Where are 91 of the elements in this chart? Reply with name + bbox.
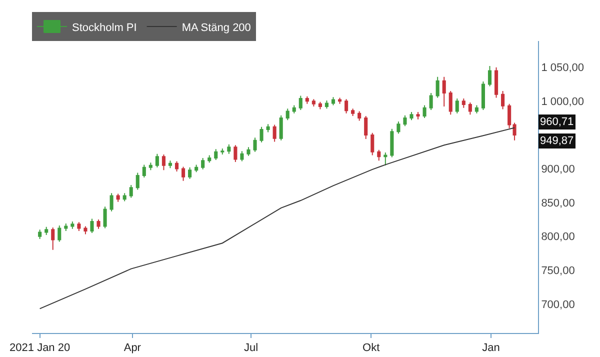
- candlestick: [162, 154, 166, 171]
- candlestick: [240, 150, 244, 162]
- candlestick: [279, 114, 283, 141]
- candlestick: [58, 225, 62, 242]
- candlestick: [312, 98, 316, 108]
- candlestick: [227, 144, 231, 154]
- candlestick: [501, 90, 505, 110]
- candlestick: [410, 111, 414, 121]
- candlestick: [136, 172, 140, 190]
- candlestick: [116, 193, 120, 202]
- candlestick: [64, 223, 68, 232]
- candlestick: [51, 227, 55, 250]
- candlestick: [462, 98, 466, 108]
- candlestick: [292, 104, 296, 114]
- candlestick: [168, 160, 172, 169]
- candlestick: [70, 220, 74, 230]
- candlestick: [44, 226, 48, 236]
- y-tick-label: 900,00: [541, 164, 575, 176]
- candlestick: [324, 100, 329, 110]
- candlestick: [194, 164, 198, 173]
- candlestick: [318, 101, 322, 110]
- x-tick-label: Jan: [482, 342, 500, 354]
- candlestick: [351, 108, 355, 117]
- candlestick: [182, 166, 186, 182]
- annotation: 949,87: [540, 135, 574, 147]
- candlestick: [103, 206, 107, 229]
- candlestick: [384, 152, 388, 166]
- y-tick-label: 1 000,00: [541, 96, 584, 108]
- candlestick: [129, 184, 133, 198]
- candlestick: [364, 116, 368, 140]
- candlestick: [468, 102, 472, 116]
- candlestick: [96, 218, 100, 230]
- y-tick-label: 700,00: [541, 298, 575, 311]
- x-tick-label: 2021 Jan 20: [10, 342, 70, 354]
- candlestick: [84, 226, 88, 235]
- candlestick: [512, 122, 516, 141]
- line-series: [39, 127, 516, 310]
- candlestick: [358, 110, 362, 122]
- candlestick: [331, 96, 336, 106]
- candlestick: [220, 148, 224, 156]
- candlestick: [174, 160, 179, 172]
- y-tick-label: 750,00: [541, 264, 575, 277]
- candlestick: [201, 157, 205, 170]
- candlestick: [481, 81, 485, 110]
- x-tick-label: Jul: [244, 342, 258, 354]
- candlestick: [436, 76, 440, 98]
- candlestick: [494, 66, 498, 98]
- candlestick: [396, 120, 400, 134]
- candlestick: [90, 218, 94, 234]
- y-tick-label: 800,00: [541, 231, 575, 244]
- candlestick: [214, 148, 218, 160]
- annotation: 960,71: [540, 116, 574, 128]
- legend-label: Stockholm PI: [72, 22, 137, 34]
- x-tick-label: Apr: [124, 342, 142, 354]
- candlestick: [442, 76, 446, 108]
- candlestick: [448, 90, 452, 116]
- candlestick: [305, 96, 309, 104]
- y-tick-label: 1 050,00: [541, 62, 584, 74]
- candlestick: [422, 104, 426, 119]
- candlestick: [246, 146, 250, 156]
- candlestick: [403, 114, 407, 127]
- candlestick: [338, 97, 342, 104]
- candlestick: [188, 166, 192, 180]
- candlestick: [148, 162, 152, 171]
- candlestick: [155, 153, 159, 168]
- candlestick: [474, 104, 478, 114]
- y-tick-label: 850,00: [541, 197, 575, 210]
- candlestick: [208, 154, 212, 164]
- candlestick: [344, 98, 348, 114]
- candlestick: [455, 98, 459, 114]
- legend-label: MA Stäng 200: [182, 22, 251, 34]
- candlestick: [286, 108, 290, 121]
- candlestick: [110, 192, 114, 212]
- candlestick: [298, 95, 302, 110]
- candlestick: [429, 92, 433, 110]
- x-tick-label: Okt: [362, 342, 380, 354]
- candlestick: [272, 124, 276, 142]
- candlestick: [142, 164, 146, 178]
- candlestick: [370, 132, 374, 156]
- candlestick: [488, 66, 492, 87]
- candlestick: [416, 111, 420, 120]
- candlestick: [377, 149, 381, 162]
- candlestick: [390, 128, 394, 158]
- candlestick: [508, 103, 512, 129]
- candlestick: [38, 229, 42, 240]
- candlestick: [266, 124, 270, 133]
- candlestick: [122, 192, 126, 202]
- candlestick: [234, 144, 238, 162]
- candlestick: [260, 126, 264, 143]
- candlestick: [253, 137, 257, 152]
- candlestick: [77, 222, 81, 232]
